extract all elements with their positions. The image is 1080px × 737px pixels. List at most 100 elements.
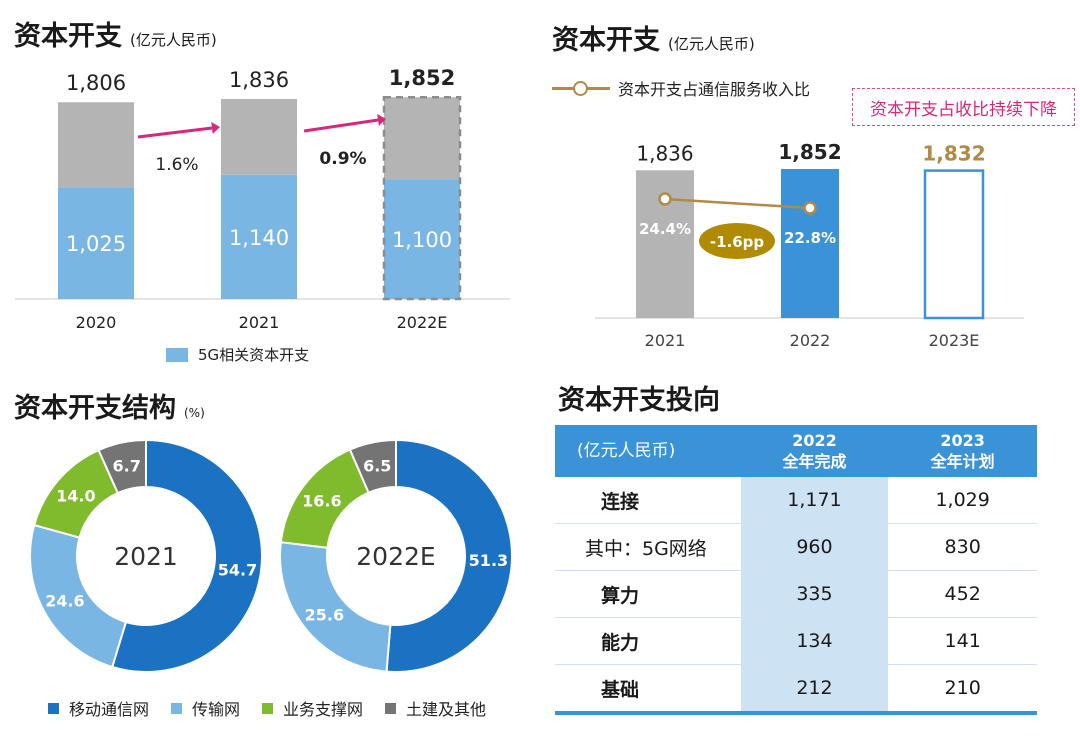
- civil-other-swatch: [385, 702, 397, 714]
- donut-center-label: 2021: [114, 542, 178, 571]
- capex-bar-value-label: 1,836: [636, 141, 693, 165]
- donut-slice: [348, 438, 397, 494]
- legend-label-mobile: 移动通信网: [69, 700, 150, 719]
- capex-5g-legend: 5G相关资本开支: [166, 344, 309, 365]
- cell-2022: 134: [740, 617, 889, 665]
- ratio-category-label: 2023E: [929, 331, 980, 350]
- table-row: 连接 1,171 1,029: [555, 477, 1037, 524]
- legend-item-civil: 土建及其他: [385, 696, 486, 720]
- header-2022-year: 2022: [792, 431, 837, 450]
- cell-2023: 141: [888, 617, 1037, 665]
- 5g-capex-value-label: 1,100: [392, 228, 452, 252]
- header-2023-sub: 全年计划: [930, 452, 995, 471]
- cell-2023: 830: [888, 523, 1037, 571]
- capex-trend-title: 资本开支 (亿元人民币): [14, 14, 217, 53]
- capex-ratio-unit: (亿元人民币): [668, 35, 755, 53]
- row-label: 能力: [555, 617, 741, 665]
- header-2022-sub: 全年完成: [782, 452, 847, 471]
- mobile-network-swatch: [48, 702, 59, 714]
- capex-structure-title-text: 资本开支结构: [14, 393, 176, 424]
- table-row: 基础 212 210: [555, 664, 1037, 715]
- 5g-capex-bar-segment: [58, 187, 134, 299]
- capex-total-label: 1,836: [229, 68, 289, 92]
- donut-slice-label: 16.6: [302, 492, 341, 511]
- capex-ratio-title: 资本开支 (亿元人民币): [552, 18, 755, 57]
- ratio-line-legend: 资本开支占通信服务收入比: [552, 76, 810, 100]
- legend-item-transport: 传输网: [171, 696, 240, 720]
- capex-total-bar: [781, 169, 839, 318]
- legend-label-transport: 传输网: [192, 700, 241, 719]
- 5g-capex-value-label: 1,025: [66, 232, 126, 256]
- capex-ratio-title-text: 资本开支: [552, 25, 660, 56]
- legend-item-mobile: 移动通信网: [48, 696, 149, 720]
- row-label: 连接: [555, 477, 741, 524]
- capex-category-label: 2021: [239, 313, 280, 332]
- other-capex-bar-segment: [221, 98, 297, 175]
- 5g-capex-bar-segment: [221, 174, 297, 299]
- cell-2022: 212: [740, 664, 889, 715]
- growth-arrow: [137, 126, 213, 139]
- capex-total-label: 1,806: [66, 71, 126, 95]
- support-network-swatch: [262, 702, 274, 714]
- donut-slice: [385, 438, 513, 673]
- table-row: 其中：5G网络 960 830: [555, 523, 1037, 571]
- growth-arrowhead-icon: [211, 122, 220, 134]
- other-capex-bar-segment: [58, 102, 134, 188]
- growth-rate-label: 0.9%: [319, 149, 366, 169]
- capex-structure-title: 资本开支结构 (%): [14, 386, 205, 425]
- cell-2023: 1,029: [888, 477, 1037, 524]
- 5g-capex-value-label: 1,140: [229, 226, 289, 250]
- line-marker-icon: [552, 76, 610, 100]
- donut-slice-label: 14.0: [56, 487, 95, 506]
- ratio-point: [803, 201, 817, 215]
- legend-item-support: 业务支撑网: [262, 696, 363, 720]
- ratio-point-label: 22.8%: [784, 229, 836, 247]
- capex-structure-unit: (%): [184, 406, 205, 420]
- capex-direction-table: (亿元人民币) 2022 全年完成 2023 全年计划 连接 1,171 1,029…: [555, 425, 1037, 715]
- donut-slice: [110, 438, 263, 673]
- donut-slice-label: 24.6: [45, 592, 84, 611]
- table-header-row: (亿元人民币) 2022 全年完成 2023 全年计划: [555, 425, 1037, 477]
- cell-2022: 960: [740, 523, 889, 571]
- table-row: 算力 335 452: [555, 570, 1037, 618]
- capex-direction-title-text: 资本开支投向: [558, 385, 720, 416]
- capex-bar-value-label: 1,832: [922, 142, 985, 166]
- donut-slice-label: 6.5: [363, 456, 391, 475]
- growth-rate-label: 1.6%: [155, 155, 198, 175]
- capex-trend-unit: (亿元人民币): [130, 31, 217, 49]
- 5g-capex-swatch: [166, 347, 188, 362]
- ratio-point: [658, 192, 672, 206]
- cell-2023: 452: [888, 570, 1037, 618]
- cell-2023: 210: [888, 664, 1037, 715]
- growth-arrow: [303, 118, 379, 133]
- cell-2022: 1,171: [740, 477, 889, 524]
- donut-slice-label: 54.7: [218, 561, 257, 580]
- row-label: 其中：5G网络: [555, 523, 741, 571]
- other-capex-bar-segment: [384, 97, 460, 180]
- change-badge: [699, 223, 775, 259]
- capex-bar-value-label: 1,852: [778, 140, 841, 164]
- donut-slice-label: 25.6: [305, 606, 344, 625]
- table-row: 能力 134 141: [555, 617, 1037, 665]
- structure-legend: 移动通信网 传输网 业务支撑网 土建及其他: [48, 696, 508, 720]
- donut-slice: [97, 438, 147, 495]
- growth-arrowhead-icon: [377, 114, 386, 126]
- legend-label-civil: 土建及其他: [406, 700, 487, 719]
- donut-slice-label: 51.3: [469, 551, 508, 570]
- capex-direction-title: 资本开支投向: [558, 378, 720, 417]
- change-badge-label: -1.6pp: [710, 233, 765, 251]
- capex-category-label: 2022E: [397, 313, 448, 332]
- row-label: 算力: [555, 570, 741, 618]
- projected-bar-outline: [382, 95, 462, 301]
- table-header-unit: (亿元人民币): [555, 425, 741, 477]
- transport-network-swatch: [171, 702, 183, 714]
- 5g-capex-bar-segment: [384, 179, 460, 299]
- donut-slice-label: 6.7: [113, 457, 141, 476]
- header-2023-year: 2023: [940, 431, 985, 450]
- 5g-capex-legend-label: 5G相关资本开支: [198, 346, 310, 364]
- ratio-line-legend-label: 资本开支占通信服务收入比: [618, 80, 811, 99]
- ratio-point-label: 24.4%: [639, 220, 691, 238]
- capex-category-label: 2020: [76, 313, 117, 332]
- cell-2022: 335: [740, 570, 889, 618]
